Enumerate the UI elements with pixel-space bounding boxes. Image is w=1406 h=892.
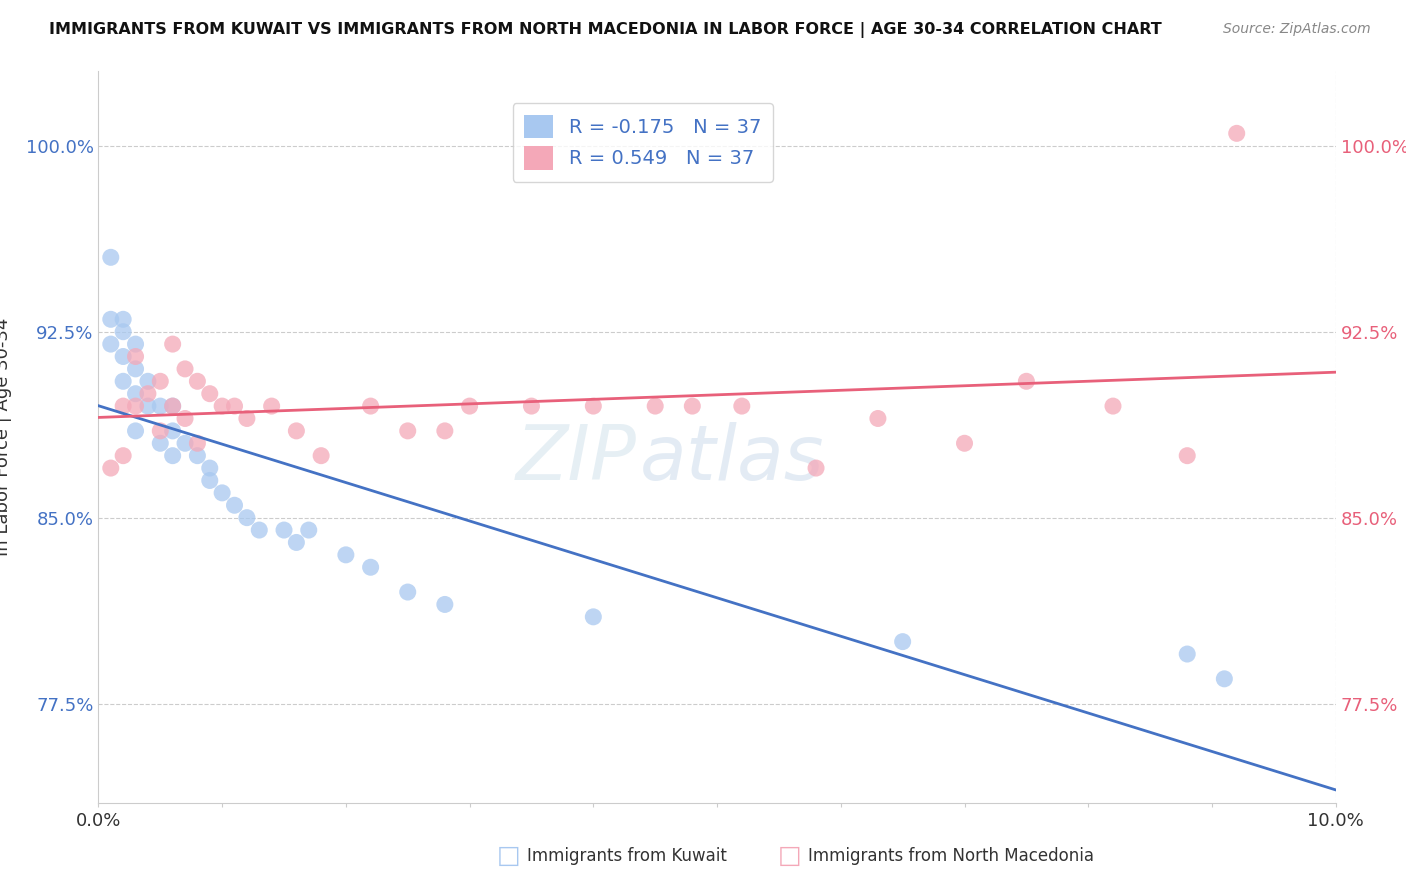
Point [186, 436, 208, 450]
Point [124, 362, 146, 376]
Point [458, 399, 481, 413]
Point [186, 374, 208, 388]
Point [273, 523, 295, 537]
Point [162, 424, 184, 438]
Point [112, 374, 135, 388]
Text: atlas: atlas [640, 422, 825, 496]
Text: Immigrants from North Macedonia: Immigrants from North Macedonia [808, 847, 1094, 865]
Point [112, 312, 135, 326]
Point [198, 386, 221, 401]
Point [285, 424, 308, 438]
Point [298, 523, 321, 537]
Point [149, 399, 172, 413]
Point [236, 411, 259, 425]
Point [224, 498, 246, 512]
Point [309, 449, 332, 463]
Text: Immigrants from Kuwait: Immigrants from Kuwait [527, 847, 727, 865]
Point [136, 399, 159, 413]
Point [247, 523, 270, 537]
Point [891, 634, 914, 648]
Point [124, 350, 146, 364]
Point [804, 461, 827, 475]
Point [681, 399, 703, 413]
Point [360, 560, 382, 574]
Point [1213, 672, 1236, 686]
Point [582, 610, 605, 624]
Point [124, 337, 146, 351]
Point [396, 585, 419, 599]
Point [236, 510, 259, 524]
Point [162, 399, 184, 413]
Point [100, 250, 122, 264]
Point [100, 337, 122, 351]
Point [124, 399, 146, 413]
Point [162, 337, 184, 351]
Point [582, 399, 605, 413]
Point [112, 325, 135, 339]
Point [1015, 374, 1038, 388]
Point [211, 399, 233, 413]
Point [100, 461, 122, 475]
Point [1175, 647, 1198, 661]
Point [211, 486, 233, 500]
Point [285, 535, 308, 549]
Point [396, 424, 419, 438]
Text: □: □ [496, 845, 520, 868]
Point [224, 399, 246, 413]
Point [162, 449, 184, 463]
Point [149, 374, 172, 388]
Point [520, 399, 543, 413]
Point [174, 362, 197, 376]
Point [124, 424, 146, 438]
Point [335, 548, 357, 562]
Point [198, 461, 221, 475]
Point [1102, 399, 1125, 413]
Point [360, 399, 382, 413]
Text: □: □ [778, 845, 801, 868]
Legend: R = -0.175   N = 37, R = 0.549   N = 37: R = -0.175 N = 37, R = 0.549 N = 37 [513, 103, 773, 182]
Point [174, 436, 197, 450]
Point [1175, 449, 1198, 463]
Point [866, 411, 889, 425]
Point [149, 424, 172, 438]
Point [124, 386, 146, 401]
Text: ZIP: ZIP [516, 422, 637, 496]
Point [136, 374, 159, 388]
Point [174, 411, 197, 425]
Point [260, 399, 283, 413]
Point [149, 436, 172, 450]
Point [100, 312, 122, 326]
Point [112, 449, 135, 463]
Point [198, 474, 221, 488]
Point [162, 399, 184, 413]
Point [433, 598, 456, 612]
Point [953, 436, 976, 450]
Point [644, 399, 666, 413]
Point [433, 424, 456, 438]
Point [186, 449, 208, 463]
Point [112, 399, 135, 413]
Point [1226, 126, 1249, 140]
Text: IMMIGRANTS FROM KUWAIT VS IMMIGRANTS FROM NORTH MACEDONIA IN LABOR FORCE | AGE 3: IMMIGRANTS FROM KUWAIT VS IMMIGRANTS FRO… [49, 22, 1161, 38]
Point [112, 350, 135, 364]
Point [136, 386, 159, 401]
Y-axis label: In Labor Force | Age 30-34: In Labor Force | Age 30-34 [0, 318, 11, 557]
Point [731, 399, 754, 413]
Text: Source: ZipAtlas.com: Source: ZipAtlas.com [1223, 22, 1371, 37]
